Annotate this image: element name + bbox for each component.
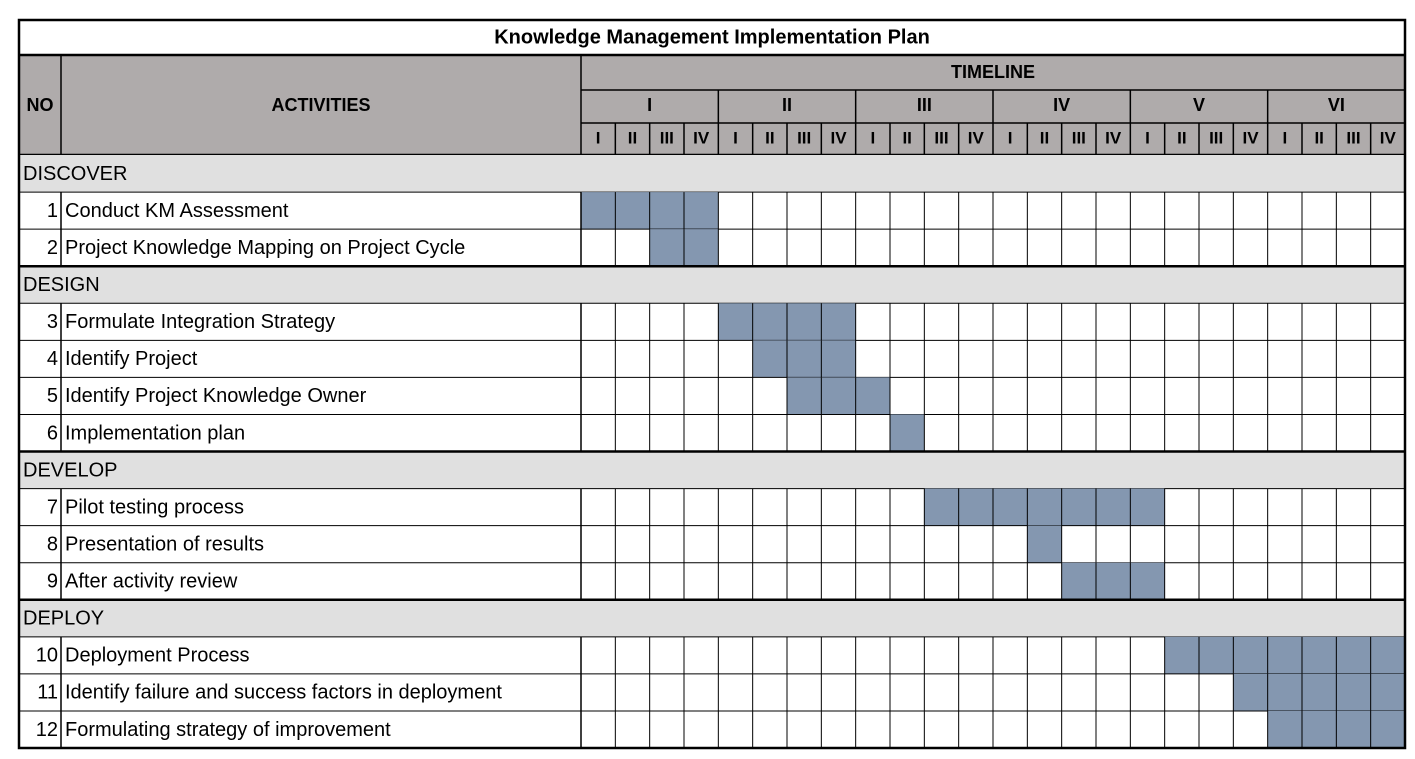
year-label: I (647, 95, 652, 115)
title: Knowledge Management Implementation Plan (494, 26, 930, 48)
task-no: 11 (37, 682, 58, 704)
quarter-label: I (1282, 128, 1287, 147)
task-activity: After activity review (65, 571, 238, 593)
task-activity: Pilot testing process (65, 496, 244, 518)
task-activity: Formulate Integration Strategy (65, 311, 335, 333)
quarter-label: IV (1242, 128, 1259, 147)
quarter-label: II (1040, 128, 1049, 147)
task-bar (924, 488, 1165, 526)
quarter-label: IV (830, 128, 847, 147)
task-activity: Identify Project Knowledge Owner (65, 385, 367, 407)
quarter-label: I (1145, 128, 1150, 147)
task-bar (1027, 525, 1062, 563)
year-label: VI (1328, 95, 1345, 115)
quarter-label: I (596, 128, 601, 147)
task-activity: Presentation of results (65, 533, 264, 555)
task-no: 12 (36, 719, 58, 741)
task-activity: Implementation plan (65, 422, 245, 444)
quarter-label: II (902, 128, 911, 147)
task-no: 3 (47, 311, 58, 333)
quarter-label: II (1314, 128, 1323, 147)
quarter-label: III (1346, 128, 1360, 147)
task-activity: Conduct KM Assessment (65, 200, 289, 222)
phase-row (19, 451, 1405, 489)
phase-name: DEVELOP (23, 459, 117, 481)
quarter-label: II (765, 128, 774, 147)
quarter-label: III (660, 128, 674, 147)
timeline-header: TIMELINE (951, 62, 1035, 82)
task-activity: Deployment Process (65, 645, 250, 667)
quarter-label: IV (1105, 128, 1122, 147)
year-label: III (917, 95, 932, 115)
task-activity: Formulating strategy of improvement (65, 719, 391, 741)
activities-header: ACTIVITIES (271, 95, 370, 115)
task-bar (752, 340, 856, 378)
quarter-label: IV (693, 128, 710, 147)
header-background (19, 55, 1405, 155)
task-activity: Identify Project (65, 348, 198, 370)
table-border (17, 18, 1407, 750)
phase-row (19, 599, 1405, 637)
quarter-label: II (628, 128, 637, 147)
quarter-label: III (1209, 128, 1223, 147)
quarter-label: I (870, 128, 875, 147)
phase-row (19, 266, 1405, 304)
task-activity: Identify failure and success factors in … (65, 682, 502, 704)
year-label: V (1193, 95, 1205, 115)
quarter-label: IV (968, 128, 985, 147)
task-bar (890, 414, 925, 452)
task-no: 5 (47, 385, 58, 407)
quarter-label: III (1072, 128, 1086, 147)
quarter-label: III (934, 128, 948, 147)
year-label: II (782, 95, 792, 115)
quarter-label: II (1177, 128, 1186, 147)
task-no: 8 (47, 533, 58, 555)
phase-row (19, 155, 1405, 193)
quarter-label: IV (1380, 128, 1397, 147)
task-no: 9 (47, 571, 58, 593)
task-bar (1233, 673, 1405, 711)
task-activity: Project Knowledge Mapping on Project Cyc… (65, 237, 465, 259)
task-no: 1 (47, 200, 58, 222)
task-no: 2 (47, 237, 58, 259)
quarter-label: I (1008, 128, 1013, 147)
no-header: NO (27, 95, 54, 115)
task-bar (1164, 636, 1405, 674)
phase-name: DISCOVER (23, 163, 127, 185)
phase-name: DESIGN (23, 274, 100, 296)
year-label: IV (1053, 95, 1070, 115)
quarter-label: III (797, 128, 811, 147)
task-no: 4 (47, 348, 58, 370)
phase-name: DEPLOY (23, 608, 104, 630)
quarter-label: I (733, 128, 738, 147)
task-bar (1061, 562, 1165, 600)
task-bar (787, 377, 890, 415)
task-no: 10 (36, 645, 58, 667)
task-no: 7 (47, 496, 58, 518)
task-no: 6 (47, 422, 58, 444)
